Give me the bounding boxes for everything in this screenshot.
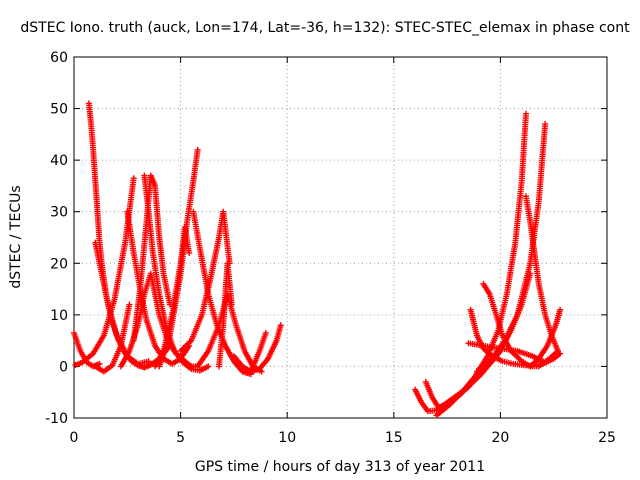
data-point xyxy=(522,110,529,117)
data-marks xyxy=(71,100,564,419)
data-point xyxy=(557,306,564,313)
series-27 xyxy=(527,306,564,370)
data-point xyxy=(194,146,201,153)
data-point xyxy=(542,121,549,128)
data-point xyxy=(96,360,103,367)
series-11 xyxy=(156,146,201,370)
plot-frame xyxy=(73,56,608,419)
y-tick-label: 60 xyxy=(50,50,68,66)
x-tick-label: 5 xyxy=(176,430,185,446)
data-point xyxy=(126,301,133,308)
series-17 xyxy=(247,322,284,375)
series-20 xyxy=(433,110,529,419)
data-point xyxy=(228,301,235,308)
chart-title: dSTEC Iono. truth (auck, Lon=174, Lat=-3… xyxy=(20,20,630,36)
x-axis-label: GPS time / hours of day 313 of year 2011 xyxy=(195,459,485,475)
data-point xyxy=(557,350,564,357)
series-15 xyxy=(215,260,235,370)
y-tick-label: 50 xyxy=(50,102,68,118)
series-9 xyxy=(141,172,212,374)
y-tick-label: 0 xyxy=(59,359,68,375)
x-tick-label: 0 xyxy=(70,430,79,446)
y-tick-label: 20 xyxy=(50,256,68,272)
data-point xyxy=(186,249,193,256)
data-point xyxy=(277,322,284,329)
data-point xyxy=(145,358,152,365)
data-point xyxy=(205,363,212,370)
y-tick-label: 40 xyxy=(50,153,68,169)
x-tick-label: 20 xyxy=(491,430,509,446)
series-26 xyxy=(522,193,561,354)
x-tick-label: 10 xyxy=(278,430,296,446)
data-point xyxy=(130,175,137,182)
x-tick-label: 15 xyxy=(385,430,403,446)
series-8 xyxy=(130,172,173,344)
y-tick-label: -10 xyxy=(45,411,68,427)
series-2 xyxy=(72,175,137,369)
series-16 xyxy=(230,329,269,375)
x-tick-label: 25 xyxy=(598,430,616,446)
y-axis-label: dSTEC / TECUs xyxy=(8,185,24,288)
data-point xyxy=(262,329,269,336)
y-tick-label: 30 xyxy=(50,205,68,221)
series-28 xyxy=(529,350,564,370)
series-13 xyxy=(177,208,233,354)
y-tick-label: 10 xyxy=(50,308,68,324)
